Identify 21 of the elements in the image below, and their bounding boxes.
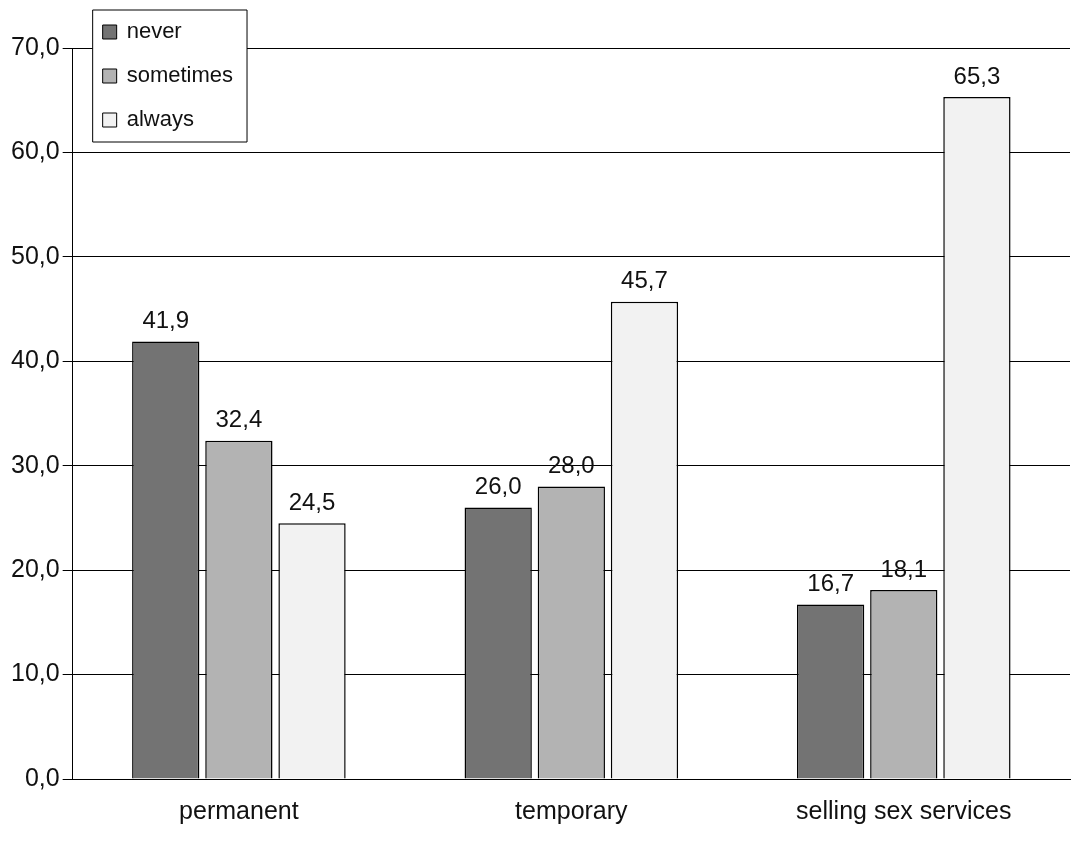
x-tick-label: temporary: [515, 795, 629, 824]
x-tick-label: selling sex services: [796, 795, 1012, 824]
y-tick-label: 10,0: [10, 658, 60, 687]
data-label: 41,9: [142, 306, 190, 334]
y-tick-label: 60,0: [10, 136, 60, 165]
data-label: 26,0: [474, 472, 522, 500]
y-tick-label: 30,0: [10, 449, 60, 478]
legend-label: sometimes: [126, 62, 234, 88]
y-tick-label: 70,0: [10, 31, 60, 60]
legend-label: always: [126, 106, 194, 132]
y-tick-label: 0,0: [24, 762, 60, 791]
legend-label: never: [126, 18, 182, 44]
y-tick-label: 20,0: [10, 554, 60, 583]
data-label: 24,5: [288, 487, 336, 515]
data-label: 16,7: [807, 569, 854, 597]
data-label: 32,4: [215, 405, 263, 433]
data-label: 45,7: [621, 266, 668, 294]
data-label: 65,3: [953, 61, 1001, 89]
y-tick-label: 50,0: [10, 240, 60, 269]
x-tick-label: permanent: [179, 795, 299, 824]
y-tick-label: 40,0: [10, 345, 60, 374]
